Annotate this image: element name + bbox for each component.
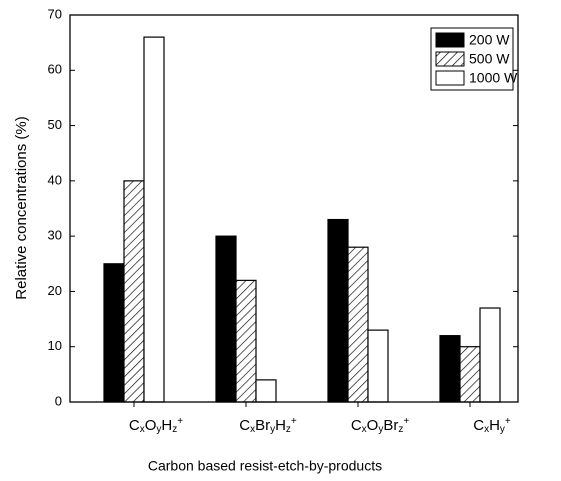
y-tick-label: 40 — [48, 172, 62, 187]
label-part: y — [378, 424, 383, 435]
label-part: x — [484, 424, 489, 435]
bar — [215, 235, 237, 403]
x-tick-label: CxBryHz+ — [239, 416, 297, 435]
x-axis-label: Carbon based resist-etch-by-products — [148, 458, 382, 474]
x-tick-label: CxHy+ — [473, 416, 511, 435]
label-part: z — [172, 424, 177, 435]
label-part: O — [367, 417, 379, 434]
label-part: y — [156, 424, 161, 435]
bar — [235, 279, 257, 403]
bar — [103, 263, 125, 403]
bar — [123, 180, 145, 403]
y-tick-label: 60 — [48, 62, 62, 77]
legend-swatch — [435, 51, 465, 67]
bar — [367, 329, 389, 403]
label-part: C — [351, 417, 362, 434]
label-part: H — [161, 417, 172, 434]
bar — [255, 379, 277, 403]
label-part: C — [473, 417, 484, 434]
label-part: C — [239, 417, 250, 434]
legend-swatch — [435, 32, 465, 48]
label-part: C — [129, 417, 140, 434]
legend-label: 1000 W — [469, 70, 518, 86]
y-tick-label: 50 — [48, 117, 62, 132]
legend-swatch — [435, 70, 465, 86]
y-tick-label: 30 — [48, 228, 62, 243]
y-tick-label: 20 — [48, 283, 62, 298]
label-part: H — [275, 417, 286, 434]
label-part: H — [489, 417, 500, 434]
y-tick-label: 0 — [55, 393, 62, 408]
legend-label: 500 W — [469, 51, 510, 67]
label-part: O — [145, 417, 157, 434]
label-part: + — [505, 416, 511, 427]
label-part: y — [270, 424, 275, 435]
label-part: + — [177, 416, 183, 427]
bar — [479, 307, 501, 403]
label-part: + — [291, 416, 297, 427]
label-part: Br — [255, 417, 270, 434]
label-part: + — [403, 416, 409, 427]
label-part: x — [250, 424, 255, 435]
legend-label: 200 W — [469, 32, 510, 48]
label-part: Br — [383, 417, 398, 434]
y-axis-label: Relative concentrations (%) — [13, 116, 30, 299]
x-tick-label: CxOyBrz+ — [351, 416, 410, 435]
bar — [347, 246, 369, 403]
y-tick-label: 10 — [48, 338, 62, 353]
bar — [459, 346, 481, 403]
label-part: z — [398, 424, 403, 435]
bar — [143, 36, 165, 403]
x-tick-label: CxOyHz+ — [129, 416, 183, 435]
plot-frame — [69, 14, 519, 403]
label-part: z — [286, 424, 291, 435]
label-part: x — [140, 424, 145, 435]
label-part: y — [500, 424, 505, 435]
bar — [439, 335, 461, 403]
label-part: x — [362, 424, 367, 435]
bar — [327, 218, 349, 403]
y-tick-label: 70 — [48, 6, 62, 21]
